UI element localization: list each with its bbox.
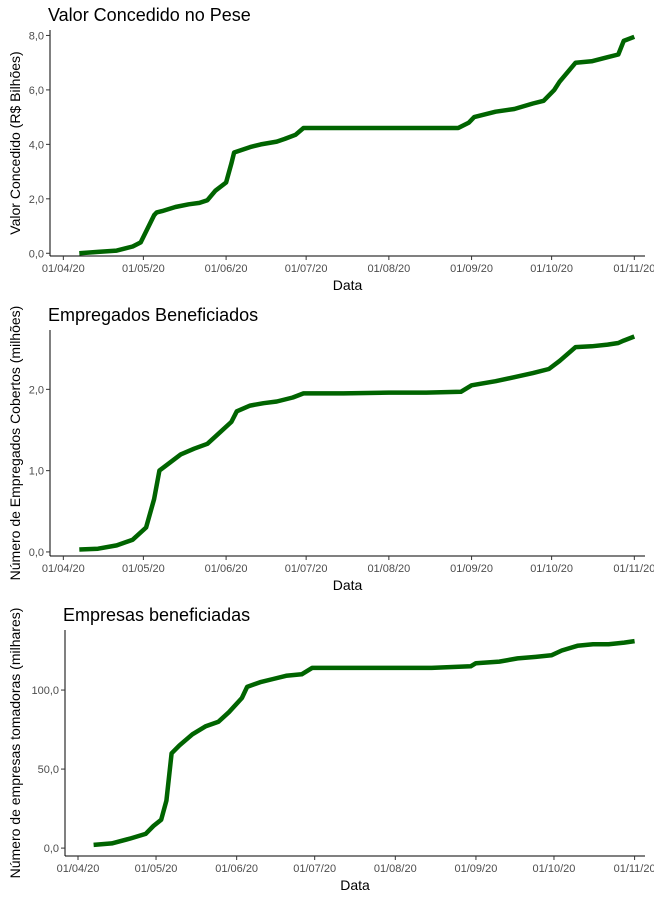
x-tick-label: 01/05/20 [122, 263, 165, 275]
x-axis-title: Data [333, 577, 363, 593]
x-tick-label: 01/07/20 [293, 863, 336, 875]
chart-svg: 0,0 50,0 100,0 01/04/20 01/05/20 01/06/20 01/0… [7, 608, 654, 893]
x-tick-label: 01/10/20 [530, 563, 573, 575]
y-tick-label: 0,0 [29, 547, 44, 559]
x-tick-label: 01/07/20 [285, 563, 328, 575]
y-tick-label: 0,0 [44, 843, 59, 855]
x-tick-label: 01/08/20 [374, 863, 417, 875]
x-tick-label: 01/05/20 [122, 563, 165, 575]
series-line [79, 334, 636, 552]
y-axis-title: Valor Concedido (R$ Bilhões) [7, 51, 23, 234]
x-axis-title: Data [333, 277, 363, 293]
y-tick-label: 8,0 [29, 30, 44, 42]
y-tick-label: 100,0 [31, 685, 59, 697]
x-tick-label: 01/04/20 [42, 263, 85, 275]
chart-title: Empresas beneficiadas [63, 605, 251, 625]
y-axis-title: Número de empresas tomadoras (milhares) [7, 608, 23, 879]
y-tick-label: 2,0 [29, 194, 44, 206]
x-tick-label: 01/10/20 [530, 263, 573, 275]
chart-panel-valor: Valor Concedido no Pese 0,0 2,0 4,0 6,0 8,0 0… [0, 0, 654, 300]
x-tick-label: 01/10/20 [533, 863, 576, 875]
chart-title: Valor Concedido no Pese [48, 5, 251, 25]
y-tick-label: 4,0 [29, 139, 44, 151]
x-tick-label: 01/06/20 [205, 563, 248, 575]
x-tick-label: 01/09/20 [450, 563, 493, 575]
chart-svg: 0,0 1,0 2,0 01/04/20 01/05/20 01/06/20 01/07/2… [7, 306, 654, 593]
y-axis-title: Número de Empregados Cobertos (milhões) [7, 306, 23, 581]
x-tick-label: 01/05/20 [135, 863, 178, 875]
y-tick-label: 0,0 [29, 248, 44, 260]
x-tick-label: 01/07/20 [285, 263, 328, 275]
y-tick-label: 50,0 [38, 764, 59, 776]
series-line [79, 34, 636, 256]
x-tick-label: 01/06/20 [215, 863, 258, 875]
x-tick-label: 01/08/20 [367, 563, 410, 575]
series-line [93, 638, 635, 848]
x-tick-label: 01/11/20 [614, 863, 654, 875]
x-tick-label: 01/11/20 [613, 563, 654, 575]
chart-title: Empregados Beneficiados [48, 305, 259, 325]
chart-panel-empregados: Empregados Beneficiados 0,0 1,0 2,0 01/04/2… [0, 300, 654, 600]
x-tick-label: 01/09/20 [455, 863, 498, 875]
x-axis-title: Data [340, 877, 370, 893]
x-tick-label: 01/04/20 [42, 563, 85, 575]
x-tick-label: 01/04/20 [57, 863, 100, 875]
x-tick-label: 01/11/20 [613, 263, 654, 275]
x-tick-label: 01/08/20 [367, 263, 410, 275]
y-tick-label: 2,0 [29, 384, 44, 396]
x-tick-label: 01/09/20 [450, 263, 493, 275]
chart-svg: 0,0 2,0 4,0 6,0 8,0 01/04/20 01/05/20 01/06/20 0… [7, 30, 654, 293]
y-tick-label: 6,0 [29, 85, 44, 97]
x-tick-label: 01/06/20 [205, 263, 248, 275]
chart-panel-empresas: Empresas beneficiadas 0,0 50,0 100,0 01/04/… [0, 600, 654, 900]
y-tick-label: 1,0 [29, 466, 44, 478]
